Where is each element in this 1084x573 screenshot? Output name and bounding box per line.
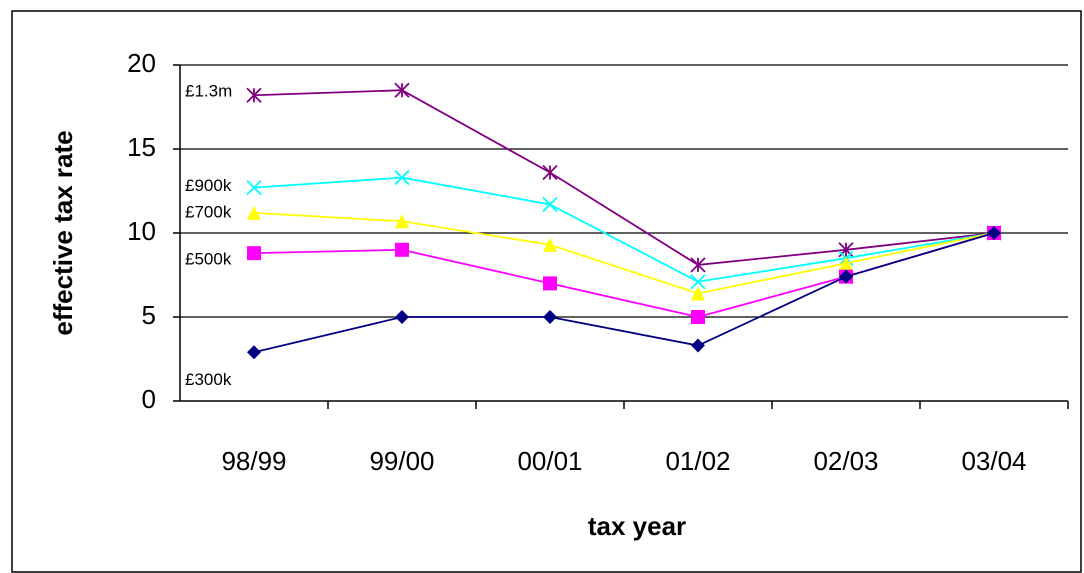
x-tick-label: 03/04 — [961, 446, 1026, 476]
marker — [246, 180, 262, 196]
series-label: £1.3m — [185, 82, 232, 101]
marker — [543, 237, 557, 252]
marker — [691, 310, 705, 324]
marker — [987, 226, 1001, 240]
y-tick-label: 20 — [127, 48, 156, 78]
marker — [839, 269, 853, 284]
series-label: £700k — [185, 202, 232, 221]
series-label: £300k — [185, 370, 232, 389]
series-line — [253, 89, 995, 266]
marker — [691, 286, 705, 301]
x-tick-label: 02/03 — [813, 446, 878, 476]
marker — [543, 276, 557, 291]
marker — [246, 87, 262, 103]
y-tick-label: 0 — [142, 384, 156, 414]
y-axis-title: effective tax rate — [48, 130, 78, 335]
chart-border — [11, 10, 1082, 573]
marker — [542, 196, 558, 213]
x-axis-title: tax year — [588, 511, 686, 541]
marker — [394, 169, 410, 186]
series-line — [253, 211, 995, 295]
marker — [690, 257, 706, 273]
marker — [247, 246, 261, 261]
marker — [542, 164, 558, 181]
marker — [395, 214, 409, 229]
x-tick-label: 00/01 — [517, 446, 582, 476]
y-tick-label: 10 — [127, 216, 156, 246]
x-tick-label: 98/99 — [221, 446, 286, 476]
marker — [247, 345, 261, 360]
marker — [247, 205, 261, 220]
marker — [395, 310, 409, 324]
x-tick-label: 01/02 — [665, 446, 730, 476]
marker — [691, 338, 705, 353]
series-line — [253, 232, 995, 354]
y-tick-label: 5 — [142, 300, 156, 330]
marker — [690, 274, 706, 290]
series-label: £900k — [185, 176, 232, 195]
series-line — [253, 176, 995, 283]
marker — [395, 242, 409, 257]
series-label: £500k — [185, 250, 232, 269]
x-tick-label: 99/00 — [369, 446, 434, 476]
marker — [543, 310, 557, 324]
y-tick-label: 15 — [127, 132, 156, 162]
marker — [839, 256, 853, 271]
marker — [394, 82, 410, 98]
